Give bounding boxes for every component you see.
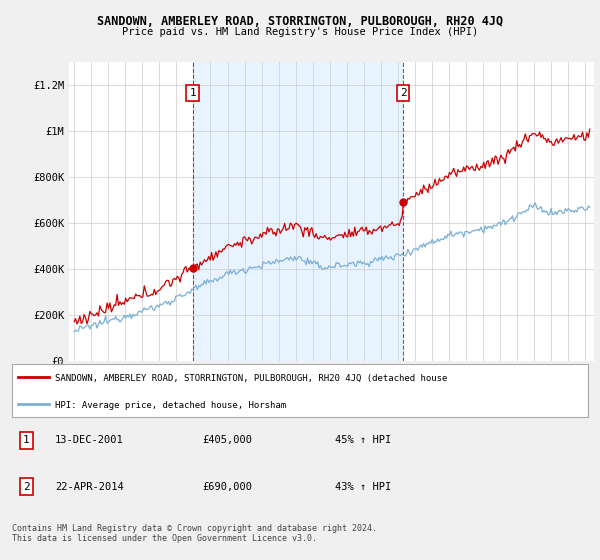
Bar	[193, 62, 403, 361]
Text: 13-DEC-2001: 13-DEC-2001	[55, 435, 124, 445]
Text: £405,000: £405,000	[202, 435, 252, 445]
Text: Contains HM Land Registry data © Crown copyright and database right 2024.
This d: Contains HM Land Registry data © Crown c…	[12, 524, 377, 543]
Text: SANDOWN, AMBERLEY ROAD, STORRINGTON, PULBOROUGH, RH20 4JQ (detached house: SANDOWN, AMBERLEY ROAD, STORRINGTON, PUL…	[55, 375, 448, 384]
Text: 1: 1	[23, 435, 30, 445]
Text: 45% ↑ HPI: 45% ↑ HPI	[335, 435, 391, 445]
Text: 2: 2	[23, 482, 30, 492]
Text: 1: 1	[189, 88, 196, 98]
Text: 22-APR-2014: 22-APR-2014	[55, 482, 124, 492]
Text: HPI: Average price, detached house, Horsham: HPI: Average price, detached house, Hors…	[55, 401, 286, 410]
Text: 43% ↑ HPI: 43% ↑ HPI	[335, 482, 391, 492]
Text: 2: 2	[400, 88, 406, 98]
Text: £690,000: £690,000	[202, 482, 252, 492]
Text: Price paid vs. HM Land Registry's House Price Index (HPI): Price paid vs. HM Land Registry's House …	[122, 27, 478, 38]
Text: SANDOWN, AMBERLEY ROAD, STORRINGTON, PULBOROUGH, RH20 4JQ: SANDOWN, AMBERLEY ROAD, STORRINGTON, PUL…	[97, 15, 503, 28]
